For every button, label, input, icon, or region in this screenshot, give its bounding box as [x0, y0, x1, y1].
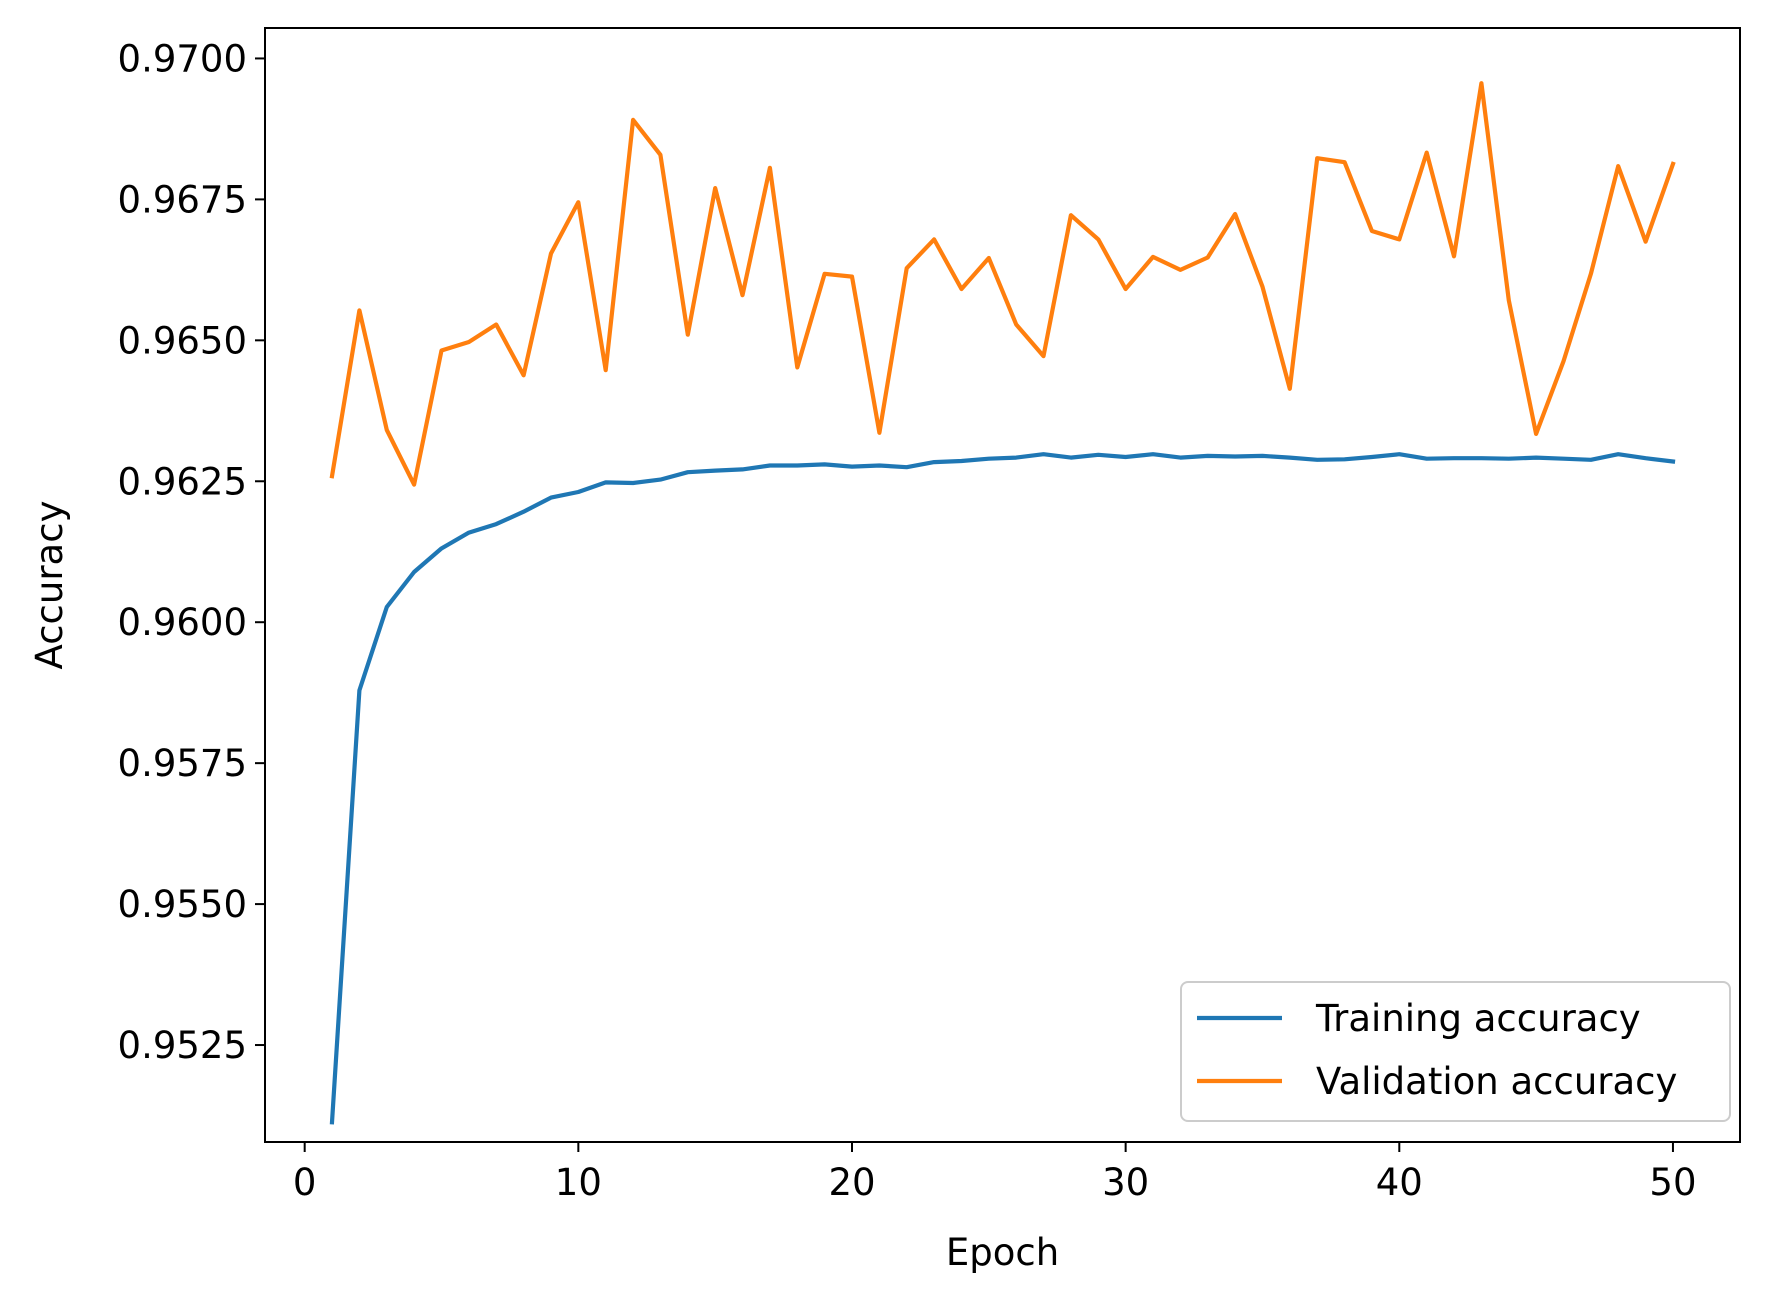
y-axis-label: Accuracy [28, 501, 71, 670]
plot-area [329, 81, 1676, 1125]
y-tick-label: 0.9650 [118, 319, 247, 362]
x-tick-label: 50 [1649, 1161, 1696, 1204]
x-axis-label: Epoch [946, 1231, 1059, 1274]
y-tick-label: 0.9700 [118, 37, 247, 80]
series-line-training-accuracy [329, 452, 1676, 1125]
x-tick-label: 0 [293, 1161, 317, 1204]
x-tick-label: 20 [828, 1161, 875, 1204]
x-tick-label: 10 [555, 1161, 602, 1204]
x-axis: 0 10 20 30 40 50 [293, 1142, 1697, 1204]
y-axis: 0.9525 0.9550 0.9575 0.9600 0.9625 0.9650 0.96… [118, 37, 265, 1067]
y-tick-label: 0.9625 [118, 460, 247, 503]
y-tick-label: 0.9575 [118, 742, 247, 785]
y-tick-label: 0.9600 [118, 601, 247, 644]
y-tick-label: 0.9550 [118, 883, 247, 926]
legend-box [1180, 981, 1731, 1122]
legend-label: Validation accuracy [1316, 1060, 1677, 1103]
series-line-validation-accuracy [329, 81, 1676, 487]
y-tick-label: 0.9525 [118, 1024, 247, 1067]
legend: Training accuracy Validation accuracy [1180, 981, 1731, 1122]
y-tick-label: 0.9675 [118, 178, 247, 221]
x-tick-label: 40 [1376, 1161, 1423, 1204]
axes-frame [264, 27, 1741, 1143]
legend-label: Training accuracy [1315, 997, 1641, 1040]
x-tick-label: 30 [1102, 1161, 1149, 1204]
